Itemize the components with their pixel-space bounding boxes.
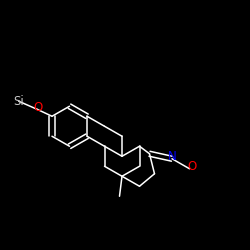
Text: Si: Si — [14, 95, 24, 108]
Text: N: N — [168, 150, 176, 163]
Text: O: O — [33, 101, 42, 114]
Text: O: O — [187, 160, 196, 173]
